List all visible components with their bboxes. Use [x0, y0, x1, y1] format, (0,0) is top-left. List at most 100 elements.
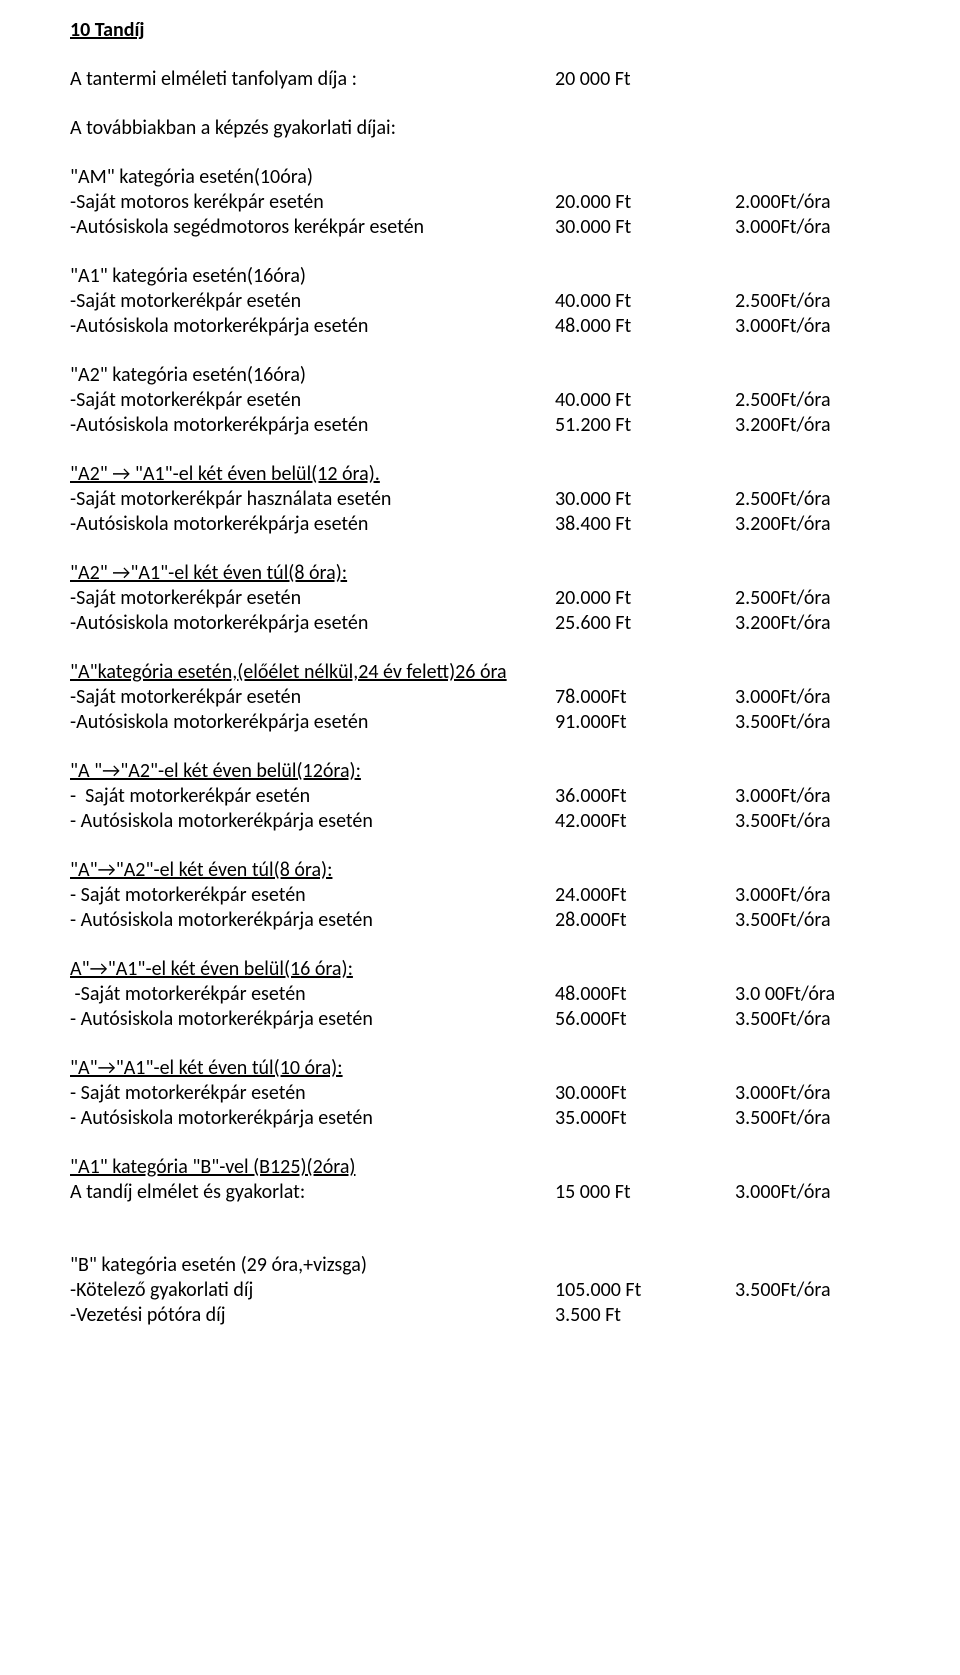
spacer: [70, 438, 890, 462]
price-value-2: 3.000Ft/óra: [735, 883, 890, 908]
price-value-1: 30.000Ft: [555, 1081, 735, 1106]
intro-value: 20 000 Ft: [555, 67, 735, 92]
price-value-1: 48.000Ft: [555, 982, 735, 1007]
price-value-1: 42.000Ft: [555, 809, 735, 834]
spacer: [70, 735, 890, 759]
price-value-1: 25.600 Ft: [555, 611, 735, 636]
block-heading: A"→"A1"-el két éven belül(16 óra):: [70, 957, 890, 982]
block-heading: "A "→"A2"-el két éven belül(12óra):: [70, 759, 890, 784]
price-value-1: 24.000Ft: [555, 883, 735, 908]
price-value-1: 105.000 Ft: [555, 1278, 735, 1303]
price-value-2: 3.200Ft/óra: [735, 512, 890, 537]
spacer: [70, 933, 890, 957]
price-row: - Autósiskola motorkerékpárja esetén28.0…: [70, 908, 890, 933]
price-value-1: 48.000 Ft: [555, 314, 735, 339]
price-row: -Saját motorkerékpár használata esetén30…: [70, 487, 890, 512]
price-value-2: 3.500Ft/óra: [735, 1278, 890, 1303]
price-row: -Saját motorkerékpár esetén48.000Ft3.0 0…: [70, 982, 890, 1007]
price-label: -Kötelező gyakorlati díj: [70, 1278, 555, 1303]
block-heading: "A"→"A2"-el két éven túl(8 óra):: [70, 858, 890, 883]
price-value-2: 3.500Ft/óra: [735, 1106, 890, 1131]
sub-intro: A továbbiakban a képzés gyakorlati díjai…: [70, 116, 890, 141]
price-row: - Saját motorkerékpár esetén30.000Ft3.00…: [70, 1081, 890, 1106]
spacer: [70, 537, 890, 561]
price-value-2: 2.500Ft/óra: [735, 487, 890, 512]
blocks-container: "AM" kategória esetén(10óra)-Saját motor…: [70, 141, 890, 1328]
price-row: -Kötelező gyakorlati díj105.000 Ft3.500F…: [70, 1278, 890, 1303]
price-value-1: 56.000Ft: [555, 1007, 735, 1032]
price-label: -Vezetési pótóra díj: [70, 1303, 555, 1328]
price-label: - Autósiskola motorkerékpárja esetén: [70, 908, 555, 933]
price-value-1: 91.000Ft: [555, 710, 735, 735]
page-title: 10 Tandíj: [70, 18, 890, 43]
price-label: - Autósiskola motorkerékpárja esetén: [70, 809, 555, 834]
price-value-1: 30.000 Ft: [555, 487, 735, 512]
price-value-1: 40.000 Ft: [555, 388, 735, 413]
price-value-2: 3.000Ft/óra: [735, 685, 890, 710]
price-value-1: 51.200 Ft: [555, 413, 735, 438]
price-row: -Autósiskola segédmotoros kerékpár eseté…: [70, 215, 890, 240]
price-value-2: 3.500Ft/óra: [735, 1007, 890, 1032]
price-value-2: 3.200Ft/óra: [735, 611, 890, 636]
spacer: [70, 141, 890, 165]
price-row: -Autósiskola motorkerékpárja esetén25.60…: [70, 611, 890, 636]
intro-label: A tantermi elméleti tanfolyam díja :: [70, 67, 555, 92]
price-label: -Autósiskola motorkerékpárja esetén: [70, 512, 555, 537]
price-row: -Vezetési pótóra díj3.500 Ft: [70, 1303, 890, 1328]
price-value-1: 35.000Ft: [555, 1106, 735, 1131]
price-label: -Autósiskola motorkerékpárja esetén: [70, 611, 555, 636]
spacer: [70, 1131, 890, 1155]
price-label: -Saját motoros kerékpár esetén: [70, 190, 555, 215]
price-value-2: 3.000Ft/óra: [735, 1180, 890, 1205]
intro-row: A tantermi elméleti tanfolyam díja : 20 …: [70, 67, 890, 92]
spacer: [70, 1032, 890, 1056]
price-value-2: 2.500Ft/óra: [735, 586, 890, 611]
price-value-2: 3.500Ft/óra: [735, 710, 890, 735]
spacer: [70, 43, 890, 67]
price-value-2: 3.000Ft/óra: [735, 314, 890, 339]
price-value-2: 3.500Ft/óra: [735, 809, 890, 834]
price-label: -Saját motorkerékpár esetén: [70, 388, 555, 413]
price-label: A tandíj elmélet és gyakorlat:: [70, 1180, 555, 1205]
price-value-2: 3.000Ft/óra: [735, 784, 890, 809]
price-row: -Saját motorkerékpár esetén20.000 Ft2.50…: [70, 586, 890, 611]
price-value-1: 20.000 Ft: [555, 190, 735, 215]
price-value-2: 2.000Ft/óra: [735, 190, 890, 215]
price-row: -Autósiskola motorkerékpárja esetén48.00…: [70, 314, 890, 339]
price-value-1: 30.000 Ft: [555, 215, 735, 240]
price-label: -Autósiskola segédmotoros kerékpár eseté…: [70, 215, 555, 240]
price-label: -Saját motorkerékpár esetén: [70, 685, 555, 710]
spacer: [70, 1205, 890, 1229]
price-row: - Autósiskola motorkerékpárja esetén42.0…: [70, 809, 890, 834]
price-value-1: 40.000 Ft: [555, 289, 735, 314]
price-label: -Autósiskola motorkerékpárja esetén: [70, 710, 555, 735]
block-heading: "AM" kategória esetén(10óra): [70, 165, 890, 190]
block-heading: "A2" kategória esetén(16óra): [70, 363, 890, 388]
document-page: 10 Tandíj A tantermi elméleti tanfolyam …: [0, 0, 960, 1368]
block-heading: "B" kategória esetén (29 óra,+vizsga): [70, 1253, 890, 1278]
price-row: A tandíj elmélet és gyakorlat:15 000 Ft3…: [70, 1180, 890, 1205]
price-value-1: 38.400 Ft: [555, 512, 735, 537]
price-row: -Saját motorkerékpár esetén78.000Ft3.000…: [70, 685, 890, 710]
price-label: -Saját motorkerékpár esetén: [70, 982, 555, 1007]
price-value-1: 15 000 Ft: [555, 1180, 735, 1205]
block-heading: "A1" kategória "B"-vel (B125)(2óra): [70, 1155, 890, 1180]
price-label: -Autósiskola motorkerékpárja esetén: [70, 413, 555, 438]
price-row: - Saját motorkerékpár esetén36.000Ft3.00…: [70, 784, 890, 809]
price-value-2: 3.200Ft/óra: [735, 413, 890, 438]
price-row: -Autósiskola motorkerékpárja esetén51.20…: [70, 413, 890, 438]
price-row: -Autósiskola motorkerékpárja esetén91.00…: [70, 710, 890, 735]
price-value-2: 2.500Ft/óra: [735, 289, 890, 314]
price-value-1: 3.500 Ft: [555, 1303, 735, 1328]
spacer: [70, 1229, 890, 1253]
price-row: - Saját motorkerékpár esetén24.000Ft3.00…: [70, 883, 890, 908]
price-value-1: 28.000Ft: [555, 908, 735, 933]
block-heading: "A2" →"A1"-el két éven túl(8 óra):: [70, 561, 890, 586]
block-heading: "A1" kategória esetén(16óra): [70, 264, 890, 289]
block-heading: "A2" → "A1"-el két éven belül(12 óra).: [70, 462, 890, 487]
price-row: -Autósiskola motorkerékpárja esetén38.40…: [70, 512, 890, 537]
price-label: - Autósiskola motorkerékpárja esetén: [70, 1106, 555, 1131]
price-label: - Saját motorkerékpár esetén: [70, 883, 555, 908]
spacer: [70, 339, 890, 363]
price-label: -Saját motorkerékpár esetén: [70, 289, 555, 314]
